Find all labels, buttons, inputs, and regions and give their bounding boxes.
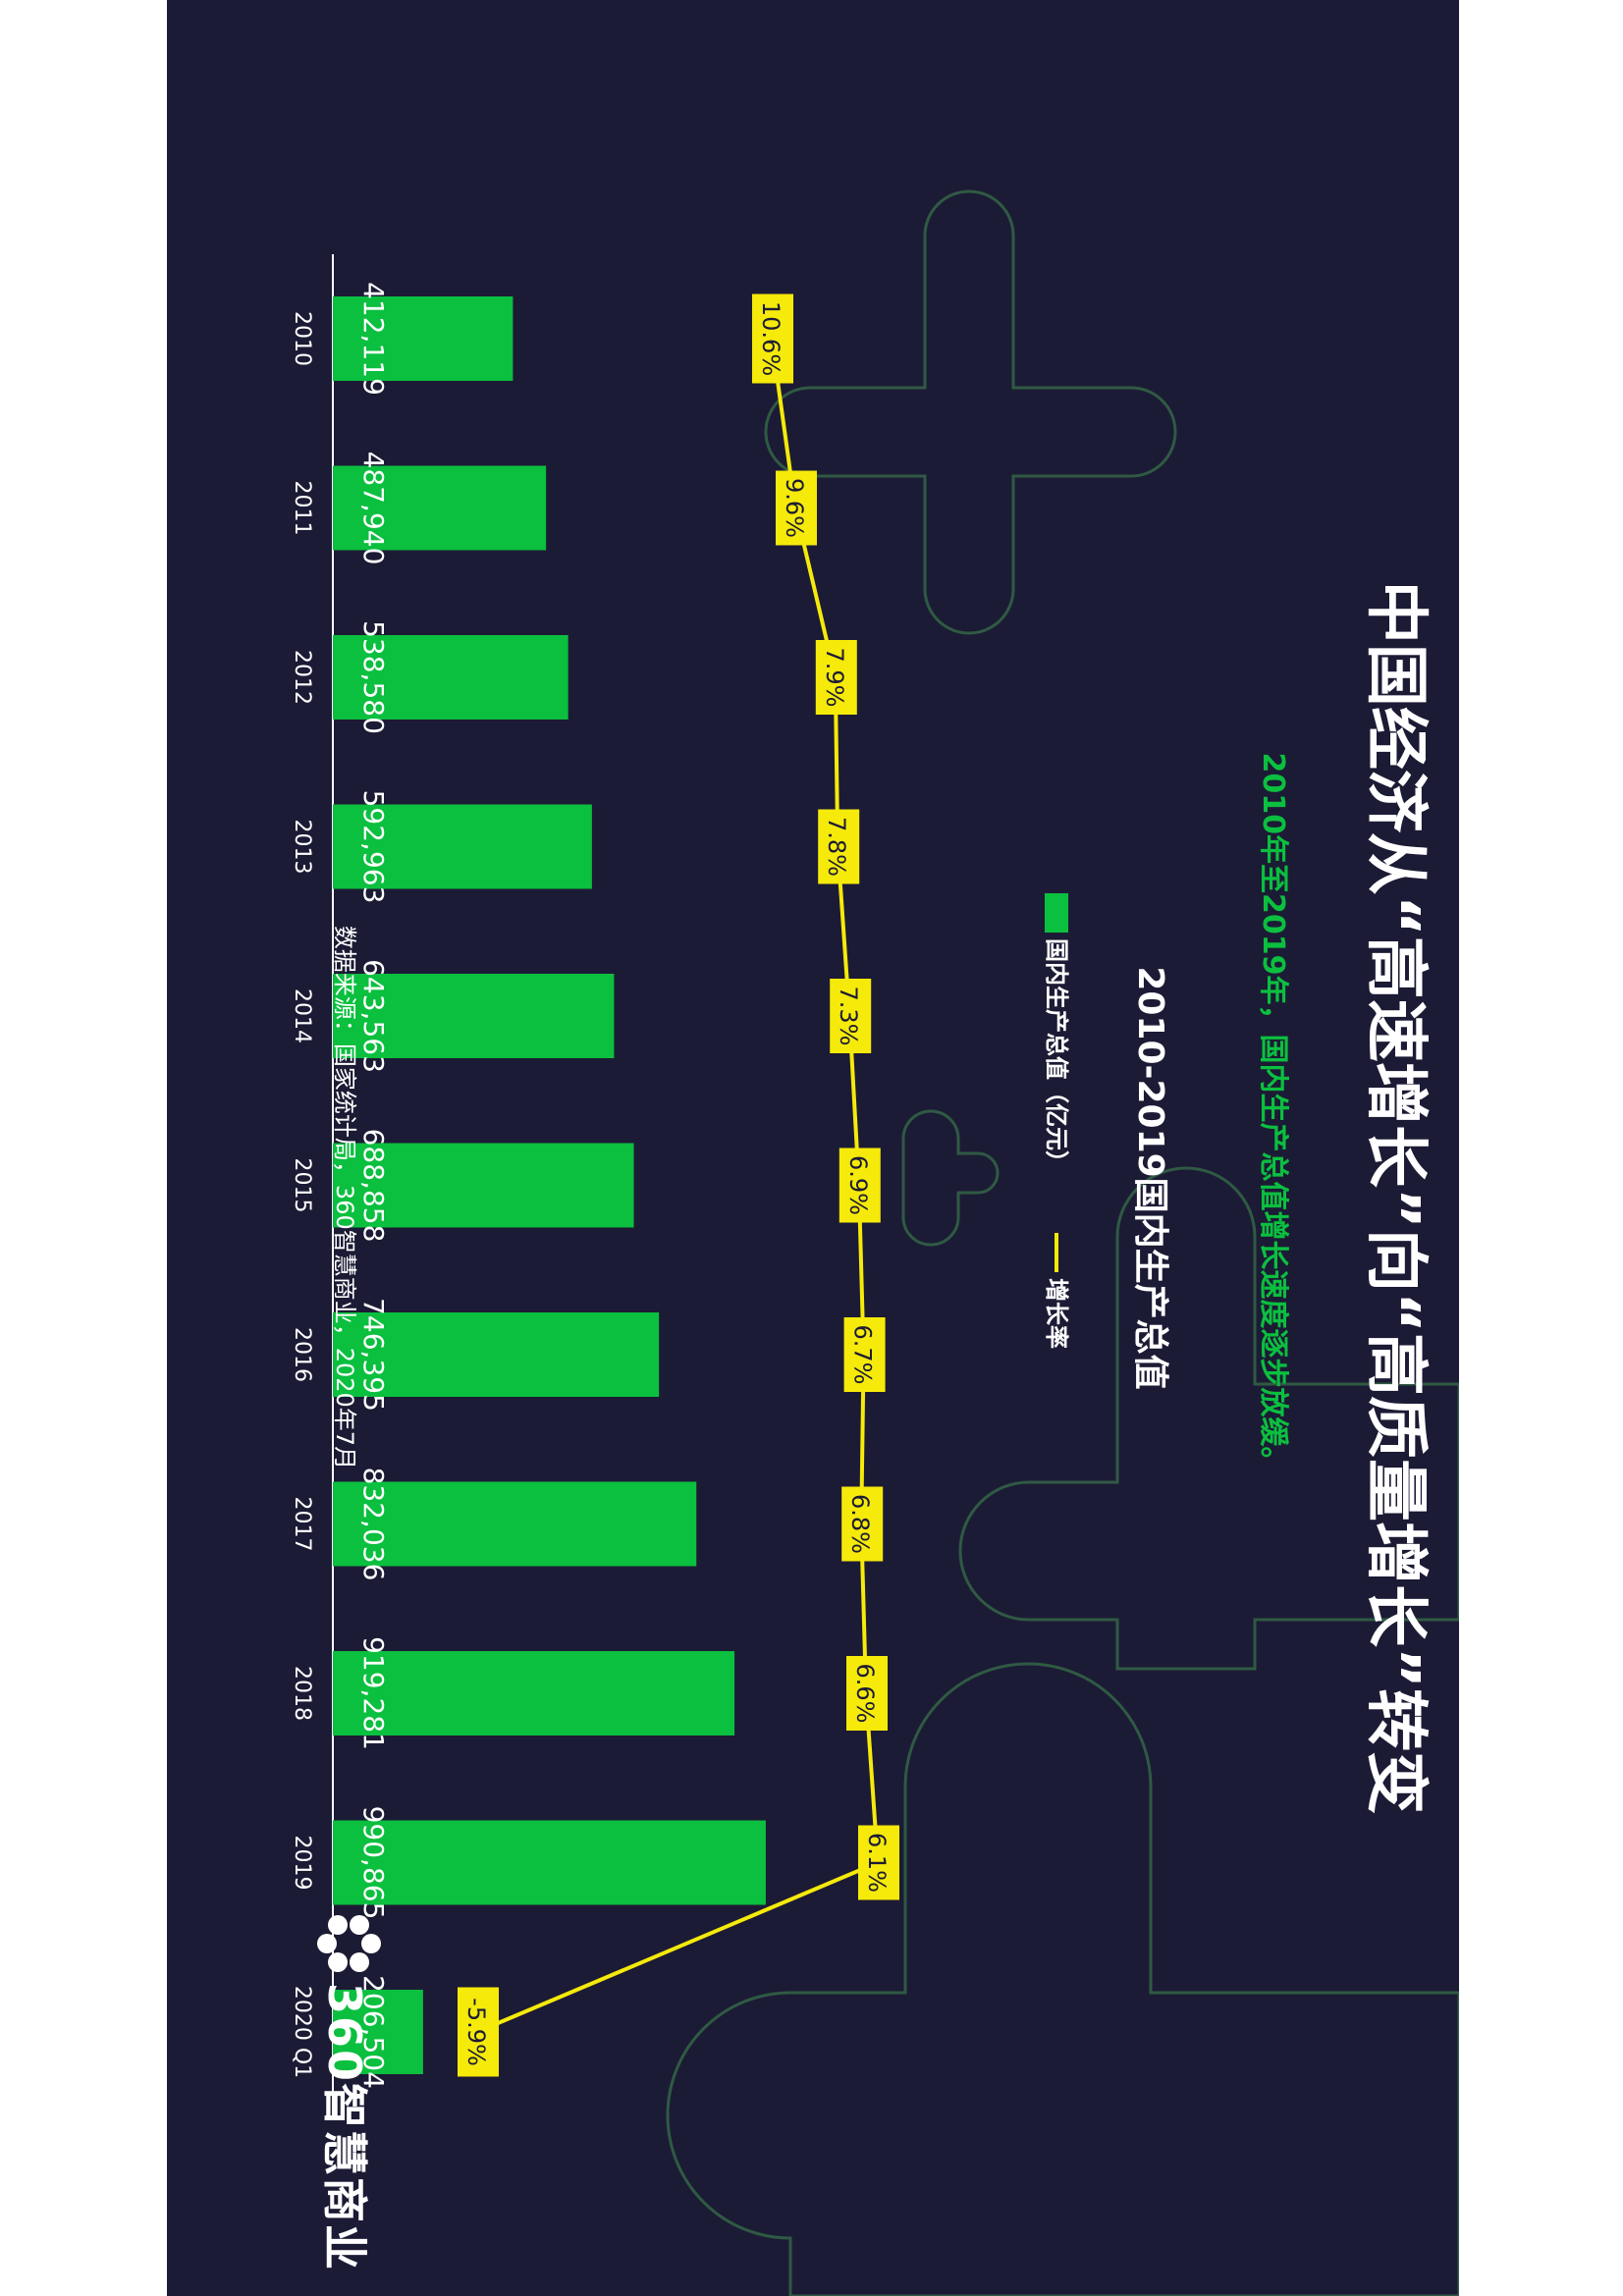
growth-rate-label: 7.3% (835, 987, 862, 1046)
cross-shape-3 (666, 1662, 1459, 2296)
growth-label-box (815, 640, 857, 715)
growth-label-box (858, 1825, 899, 1900)
growth-label-box (776, 470, 817, 546)
asterisk-flower-logo-icon (317, 1915, 381, 1972)
gdp-bar (333, 1481, 697, 1567)
x-tick-label: 2017 (290, 1497, 314, 1552)
x-tick-label: 2020 Q1 (290, 1986, 314, 2078)
x-tick-label: 2015 (290, 1158, 314, 1213)
gdp-bar (332, 635, 568, 720)
growth-label-box (843, 1317, 886, 1392)
gdp-bar (333, 974, 615, 1058)
growth-label-box (841, 1486, 884, 1562)
bar-value-label: 538,580 (357, 620, 390, 734)
growth-label-box (818, 809, 860, 884)
x-tick-label: 2012 (290, 650, 314, 705)
data-source-note: 数据来源：国家统计局，360智慧商业，2020年7月 (331, 925, 358, 1470)
cross-shape-4 (901, 1109, 1000, 1247)
bar-value-label: 592,963 (357, 790, 390, 904)
logo-text: 360智慧商业 (318, 1983, 371, 2272)
bar-value-label: 206,504 (357, 1975, 390, 2089)
growth-rate-label: 9.6% (781, 478, 808, 538)
bar-value-label: 412,119 (357, 282, 390, 396)
x-tick-label: 2010 (290, 311, 314, 366)
x-tick-label: 2014 (290, 988, 314, 1043)
x-tick-label: 2011 (290, 481, 314, 536)
growth-rate-label: 7.8% (823, 817, 850, 877)
growth-rate-label: 6.7% (849, 1325, 877, 1385)
gdp-bar (333, 1143, 634, 1228)
bar-value-label: 643,563 (357, 959, 390, 1073)
gdp-bar (333, 1820, 766, 1905)
bar-value-label: 487,940 (357, 452, 390, 565)
growth-label-box (846, 1656, 888, 1731)
growth-rate-label: 7.9% (821, 648, 848, 708)
gdp-bar (332, 1651, 735, 1735)
bar-value-label: 832,036 (357, 1468, 390, 1581)
gdp-bar (333, 804, 592, 889)
x-tick-label: 2016 (290, 1327, 314, 1382)
growth-label-box (830, 979, 872, 1053)
growth-rate-label: 6.6% (851, 1664, 879, 1724)
growth-rate-label: 6.8% (846, 1494, 874, 1554)
growth-rate-label: 6.9% (844, 1155, 872, 1215)
growth-rate-label: -5.9% (462, 1998, 490, 2066)
x-tick-label: 2019 (290, 1836, 314, 1891)
x-tick-label: 2013 (290, 820, 314, 875)
cross-shape-1 (764, 189, 1177, 635)
gdp-bar (332, 1312, 660, 1397)
gdp-bar (333, 465, 547, 551)
gdp-bar (332, 296, 514, 381)
brand-logo: 360智慧商业 (291, 1904, 399, 2296)
background-cross-decoration (666, 189, 1459, 2296)
bar-value-label: 919,281 (357, 1636, 390, 1750)
growth-label-box (839, 1148, 881, 1223)
cross-shape-2 (958, 1166, 1459, 1671)
growth-label-box (752, 294, 793, 384)
poster: 中国经济从“高速增长”向“高质量增长”转变 2010年至2019年，国内生产总值… (167, 0, 1459, 2296)
gdp-chart: 412,119 2010 487,940 2011 538,580 2012 592,963… (290, 254, 899, 2116)
bar-value-label: 990,865 (357, 1806, 390, 1920)
bar-value-label: 688,858 (357, 1129, 390, 1243)
growth-label-box (458, 1987, 499, 2077)
growth-rate-label: 6.1% (863, 1833, 891, 1893)
growth-rate-label: 10.6% (757, 301, 784, 376)
rotated-poster-content: 中国经济从“高速增长”向“高质量增长”转变 2010年至2019年，国内生产总值… (167, 0, 1459, 2296)
x-tick-label: 2018 (290, 1666, 314, 1721)
bar-value-label: 746,395 (357, 1298, 390, 1412)
gdp-bar (333, 1990, 423, 2074)
